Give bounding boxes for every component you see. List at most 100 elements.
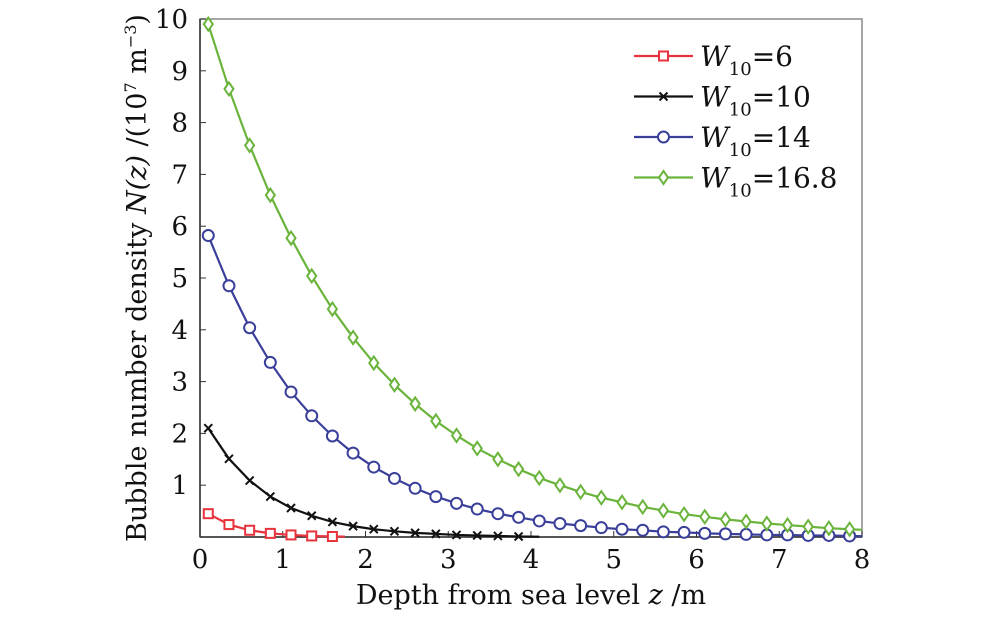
data-point-x xyxy=(265,491,276,502)
data-point-circle xyxy=(222,279,236,293)
y-tick-label: 9 xyxy=(171,57,188,87)
data-point-square xyxy=(326,530,338,542)
x-tick-label: 4 xyxy=(523,545,540,575)
data-point-diamond xyxy=(512,460,525,478)
data-point-circle xyxy=(305,409,319,423)
data-point-diamond xyxy=(492,451,504,468)
data-point-square xyxy=(223,519,235,531)
data-point-diamond xyxy=(430,412,442,430)
data-point-circle xyxy=(739,527,753,541)
data-point-circle xyxy=(532,514,546,528)
data-point-circle xyxy=(284,385,298,399)
legend-label: W10=10 xyxy=(700,81,811,121)
data-point-circle xyxy=(408,481,422,495)
data-point-diamond xyxy=(823,519,835,537)
data-point-diamond xyxy=(657,169,670,186)
data-point-x xyxy=(658,91,669,102)
data-point-circle xyxy=(470,502,484,516)
data-point-diamond xyxy=(202,15,214,33)
data-point-circle xyxy=(429,490,443,504)
series-w10-6 xyxy=(202,508,345,542)
data-point-diamond xyxy=(657,502,670,519)
data-point-diamond xyxy=(326,300,339,318)
x-tick-label: 2 xyxy=(357,545,374,575)
data-point-diamond xyxy=(761,515,773,532)
legend-entry: W10=6 xyxy=(634,40,793,80)
data-point-x xyxy=(307,511,317,521)
data-point-circle xyxy=(615,522,629,536)
data-point-x xyxy=(493,531,503,541)
data-point-diamond xyxy=(595,489,608,506)
data-point-x xyxy=(244,475,255,486)
data-point-circle xyxy=(325,429,339,443)
legend-label: W10=6 xyxy=(700,40,793,80)
data-point-diamond xyxy=(678,505,690,523)
data-point-circle xyxy=(346,446,360,460)
data-point-circle xyxy=(594,521,608,535)
y-tick-label: 4 xyxy=(171,316,188,346)
data-point-x xyxy=(451,530,462,540)
y-tick-label: 1 xyxy=(171,471,188,501)
series-w10-14 xyxy=(201,229,863,543)
legend-entry: W10=14 xyxy=(634,121,811,161)
data-point-diamond xyxy=(699,508,711,526)
data-point-circle xyxy=(657,130,670,144)
legend-entry: W10=10 xyxy=(634,81,811,121)
data-point-circle xyxy=(677,525,691,539)
y-axis-title: Bubble number density N(z) /(107 m−3) xyxy=(121,14,153,542)
x-axis-title: Depth from sea level z /m xyxy=(356,580,706,611)
data-point-x xyxy=(224,454,234,464)
data-point-diamond xyxy=(843,520,856,538)
data-point-diamond xyxy=(388,376,401,393)
y-tick-label: 8 xyxy=(171,109,188,139)
data-point-diamond xyxy=(802,518,814,535)
y-tick-label: 3 xyxy=(171,368,188,398)
data-point-diamond xyxy=(409,395,421,413)
data-point-square xyxy=(264,527,276,539)
data-point-diamond xyxy=(740,513,752,530)
data-point-circle xyxy=(718,527,732,541)
y-tick-label: 6 xyxy=(171,212,188,242)
data-point-circle xyxy=(263,355,277,369)
data-point-x xyxy=(410,528,420,538)
data-point-circle xyxy=(553,517,567,531)
data-point-x xyxy=(472,530,482,541)
data-point-diamond xyxy=(533,469,545,487)
y-tick-label: 7 xyxy=(171,160,188,190)
data-point-diamond xyxy=(781,516,794,534)
x-tick-label: 5 xyxy=(605,545,622,575)
x-tick-label: 0 xyxy=(192,545,209,575)
data-point-circle xyxy=(243,321,257,335)
data-point-circle xyxy=(656,525,670,539)
data-point-x xyxy=(203,423,213,433)
data-point-diamond xyxy=(471,440,483,457)
data-point-x xyxy=(348,521,358,531)
legend-label: W10=16.8 xyxy=(700,162,838,202)
data-point-diamond xyxy=(616,494,628,511)
data-point-diamond xyxy=(719,511,732,528)
data-point-square xyxy=(306,530,318,542)
data-point-circle xyxy=(491,507,505,521)
data-point-diamond xyxy=(554,476,566,494)
series-line xyxy=(207,427,540,538)
legend-entry: W10=16.8 xyxy=(634,162,838,202)
y-tick-label: 2 xyxy=(171,419,188,449)
data-point-diamond xyxy=(368,354,380,372)
data-point-diamond xyxy=(347,329,359,346)
data-point-diamond xyxy=(450,427,463,444)
data-point-circle xyxy=(698,526,712,540)
data-point-x xyxy=(327,517,338,527)
y-tick-label: 10 xyxy=(155,5,188,35)
data-point-x xyxy=(286,503,296,513)
data-point-square xyxy=(202,508,214,520)
data-point-x xyxy=(369,524,379,534)
x-tick-label: 1 xyxy=(274,545,291,575)
data-point-diamond xyxy=(636,498,649,516)
data-point-x xyxy=(389,526,400,537)
legend-label: W10=14 xyxy=(700,121,811,161)
data-point-diamond xyxy=(243,137,256,154)
x-tick-label: 7 xyxy=(771,545,788,575)
x-tick-label: 6 xyxy=(688,545,705,575)
